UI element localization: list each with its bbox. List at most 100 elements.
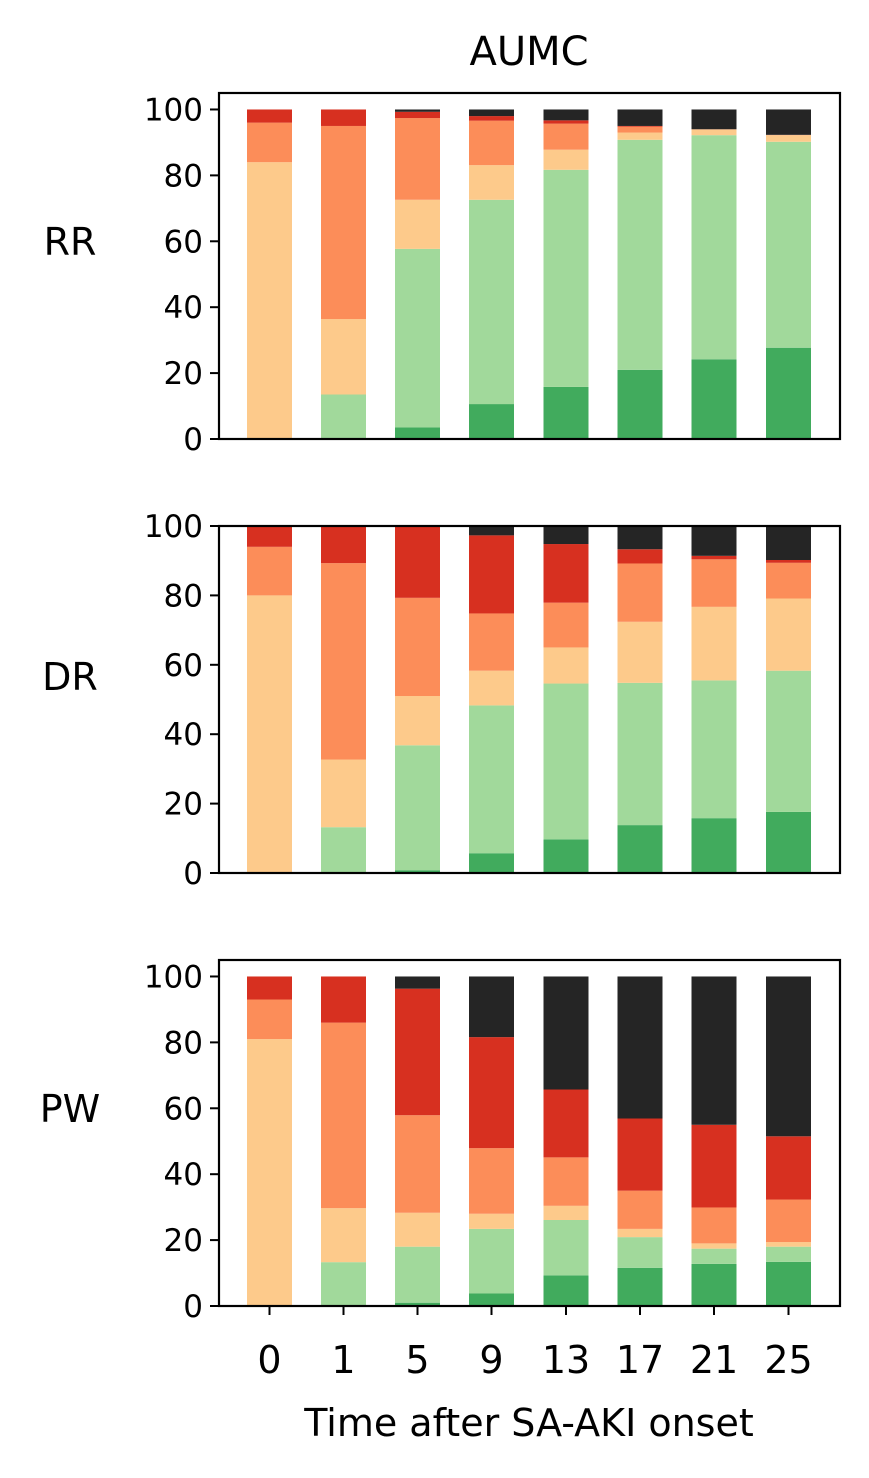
bar-segment-pw-9-red [469, 1037, 514, 1149]
bar-segment-rr-13-orange [543, 123, 589, 150]
y-tick-label: 80 [164, 578, 203, 614]
bar-segment-dr-1-peach [321, 759, 366, 828]
bar-segment-dr-9-dark-green [469, 853, 514, 873]
bar-segment-rr-9-dark-green [469, 404, 514, 439]
bar-segment-dr-25-orange [766, 562, 811, 599]
bar-segment-dr-1-red [321, 526, 366, 564]
bar-segment-pw-21-dark-green [691, 1263, 737, 1306]
y-tick-label: 100 [144, 959, 203, 995]
bar-segment-pw-0-orange [247, 999, 292, 1040]
bar-segment-rr-5-light-green [395, 248, 440, 428]
bar-segment-rr-17-red [617, 125, 663, 127]
bar-segment-rr-9-peach [469, 165, 514, 200]
plot-frame-rr [217, 91, 842, 441]
bar-segment-rr-5-dark-green [395, 427, 440, 439]
y-tick-label: 0 [183, 1289, 203, 1325]
bar-segment-rr-9-light-green [469, 199, 514, 405]
panel-dr: 0 20 40 60 80 100 [144, 509, 842, 892]
bar-segment-rr-25-light-green [766, 141, 811, 348]
bar-segment-pw-25-black [766, 976, 811, 1137]
y-tick-label: 40 [164, 717, 203, 753]
bar-segment-pw-1-red [321, 976, 366, 1023]
bar-segment-pw-21-light-green [691, 1248, 737, 1264]
y-tick-label: 20 [164, 356, 203, 392]
bar-segment-dr-5-dark-green [395, 870, 440, 873]
bar-segment-pw-13-peach [543, 1205, 589, 1220]
bar-segment-rr-17-dark-green [617, 369, 663, 439]
bar-segment-dr-1-light-green [321, 827, 366, 873]
y-tick-label: 100 [144, 92, 203, 128]
bar-segment-pw-17-peach [617, 1228, 663, 1238]
panel-label-pw: PW [40, 1087, 101, 1131]
bar-segment-rr-25-black [766, 109, 811, 135]
bar-segment-rr-1-orange [321, 125, 366, 320]
x-tick-label: 9 [479, 1338, 503, 1382]
bar-segment-dr-21-black [691, 526, 737, 556]
bar-segment-pw-5-red [395, 988, 440, 1116]
y-tick-label: 60 [164, 224, 203, 260]
bar-segment-rr-21-black [691, 109, 737, 130]
bar-segment-pw-13-orange [543, 1157, 589, 1206]
bar-segment-rr-13-light-green [543, 169, 589, 387]
bar-segment-dr-25-dark-green [766, 811, 811, 873]
bar-segment-dr-21-red [691, 555, 737, 560]
bar-segment-pw-17-light-green [617, 1237, 663, 1268]
bar-segment-pw-9-light-green [469, 1228, 514, 1294]
bar-segment-dr-9-light-green [469, 705, 514, 854]
bar-segment-dr-17-light-green [617, 682, 663, 826]
bar-segment-pw-1-orange [321, 1022, 366, 1209]
bar-segment-pw-13-black [543, 976, 589, 1090]
bar-segment-dr-13-red [543, 544, 589, 603]
bar-segment-rr-1-peach [321, 319, 366, 395]
bar-segment-pw-17-black [617, 976, 663, 1119]
plot-frame-pw [217, 958, 842, 1308]
bar-segment-pw-5-orange [395, 1115, 440, 1213]
bar-segment-dr-25-red [766, 560, 811, 563]
y-tick-label: 100 [144, 509, 203, 545]
bar-segment-dr-21-orange [691, 559, 737, 607]
bar-segment-pw-25-orange [766, 1199, 811, 1243]
panel-rr: 0 20 40 60 80 100 [144, 91, 842, 458]
bar-segment-pw-21-red [691, 1124, 737, 1208]
bar-segment-dr-5-peach [395, 696, 440, 746]
bar-segment-rr-1-light-green [321, 394, 366, 439]
bar-segment-dr-5-light-green [395, 745, 440, 871]
bar-segment-dr-17-red [617, 549, 663, 564]
bar-segment-rr-13-dark-green [543, 386, 589, 439]
bar-segment-pw-25-peach [766, 1242, 811, 1247]
bar-segment-dr-13-light-green [543, 683, 589, 840]
panel-pw: 0 20 40 60 80 100 [144, 958, 842, 1325]
bar-segment-pw-25-light-green [766, 1246, 811, 1262]
x-axis-label: Time after SA-AKI onset [303, 1401, 754, 1445]
bar-segment-rr-25-dark-green [766, 347, 811, 439]
bar-segment-rr-0-red [247, 109, 292, 123]
bar-segment-dr-0-peach [247, 595, 292, 873]
bar-segment-rr-9-red [469, 116, 514, 121]
bar-segment-rr-21-light-green [691, 135, 737, 360]
bar-segment-rr-5-peach [395, 199, 440, 249]
x-tick-label: 17 [616, 1338, 664, 1382]
bar-segment-rr-13-black [543, 109, 589, 121]
x-tick-label: 1 [331, 1338, 355, 1382]
bar-segment-rr-17-black [617, 109, 663, 126]
bar-segment-dr-9-black [469, 526, 514, 536]
bar-segment-dr-5-red [395, 526, 440, 598]
bar-segment-rr-21-peach [691, 129, 737, 136]
bar-segment-dr-5-orange [395, 597, 440, 697]
y-tick-label: 40 [164, 1157, 203, 1193]
bar-segment-pw-1-peach [321, 1208, 366, 1263]
bar-segment-dr-17-peach [617, 621, 663, 683]
bar-segment-dr-9-red [469, 535, 514, 614]
y-tick-label: 80 [164, 1025, 203, 1061]
bar-segment-pw-13-light-green [543, 1219, 589, 1276]
y-tick-label: 0 [183, 856, 203, 892]
bar-segment-pw-0-red [247, 976, 292, 1000]
bar-segment-pw-5-peach [395, 1212, 440, 1247]
bar-segment-pw-21-black [691, 976, 737, 1125]
bar-segment-rr-17-peach [617, 132, 663, 140]
bar-segment-pw-13-red [543, 1089, 589, 1158]
bar-segment-rr-25-peach [766, 135, 811, 142]
x-tick-label: 5 [405, 1338, 429, 1382]
bar-segment-pw-21-orange [691, 1207, 737, 1244]
bar-segment-dr-17-orange [617, 563, 663, 622]
